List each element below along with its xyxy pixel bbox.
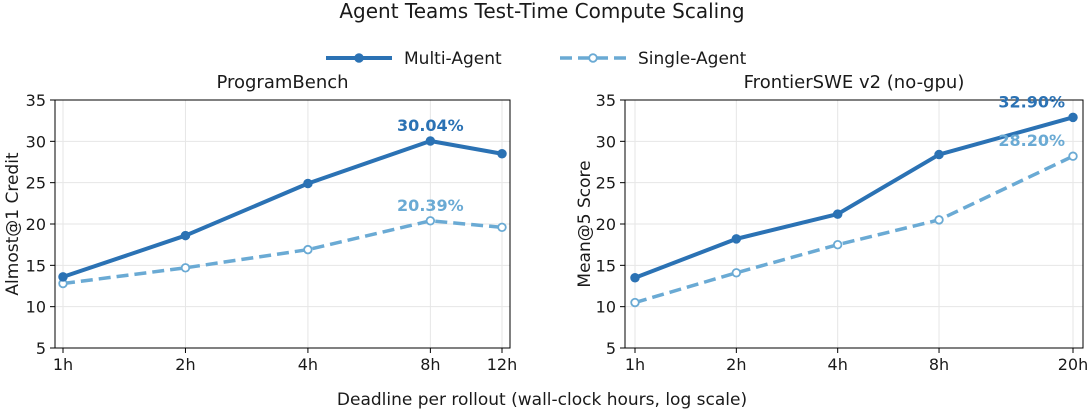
y-tick-label: 15 [596, 256, 616, 275]
series-line-single-agent [62, 219, 503, 286]
y-tick-label: 35 [26, 91, 46, 110]
data-point-multi-agent [832, 209, 843, 219]
x-tick-label: 1h [53, 355, 73, 374]
y-tick-label: 30 [26, 132, 46, 151]
panel-title: ProgramBench [216, 72, 348, 93]
data-point-multi-agent [497, 148, 507, 159]
y-axis-label: Almost@1 Credit [3, 152, 23, 296]
data-point-multi-agent [425, 136, 436, 146]
panel-title: FrontierSWE v2 (no-gpu) [744, 72, 965, 93]
data-point-multi-agent [1068, 112, 1078, 123]
figure-title: Agent Teams Test-Time Compute Scaling [339, 0, 744, 23]
y-tick-label: 20 [596, 215, 616, 234]
x-tick-label: 2h [175, 355, 195, 374]
legend: Multi-Agent Single-Agent [326, 49, 747, 69]
x-tick-label: 20h [1058, 355, 1089, 374]
y-axis-label: Mean@5 Score [575, 160, 595, 287]
data-point-multi-agent [58, 272, 68, 282]
plot-frame [624, 99, 1084, 349]
legend-label-multi-agent: Multi-Agent [404, 49, 502, 69]
plot-frame [54, 99, 511, 349]
data-point-single-agent [934, 215, 944, 225]
data-point-multi-agent [303, 178, 313, 189]
legend-marker-single-agent [588, 53, 598, 63]
data-point-single-agent [497, 222, 507, 233]
legend-marker-multi-agent [354, 53, 364, 63]
data-point-multi-agent [731, 234, 742, 244]
panel-programbench: 5 10 15 20 25 30 35 1h 2h 4h 8h 12h ProgramBench Almo… [3, 72, 517, 374]
data-point-single-agent [832, 239, 843, 250]
x-tick-label: 4h [828, 355, 848, 374]
data-point-single-agent [180, 263, 191, 273]
y-tick-label: 30 [596, 132, 616, 151]
x-tick-label: 12h [487, 355, 518, 374]
data-point-single-agent [630, 297, 640, 308]
x-tick-label: 2h [726, 355, 746, 374]
data-point-single-agent [731, 268, 742, 278]
data-label: 20.39% [397, 196, 464, 215]
y-tick-label: 10 [26, 298, 46, 317]
y-tick-label: 25 [26, 174, 46, 193]
data-point-multi-agent [934, 149, 944, 160]
y-tick-label: 25 [596, 174, 616, 193]
y-tick-label: 35 [596, 91, 616, 110]
shared-x-axis-label: Deadline per rollout (wall-clock hours, … [337, 390, 747, 410]
x-tick-label: 1h [625, 355, 645, 374]
data-label: 28.20% [998, 131, 1065, 150]
y-tick-label: 20 [26, 215, 46, 234]
data-label: 30.04% [397, 116, 464, 135]
panel-frontierswe: 5 10 15 20 25 30 35 1h 2h 4h 8h 20h FrontierSWE v2 (… [575, 72, 1088, 374]
legend-label-single-agent: Single-Agent [638, 49, 747, 69]
series-line-single-agent [634, 154, 1074, 305]
y-tick-label: 10 [596, 298, 616, 317]
x-tick-label: 4h [298, 355, 318, 374]
data-point-single-agent [425, 216, 436, 226]
x-tick-label: 8h [420, 355, 440, 374]
y-tick-label: 5 [36, 339, 46, 358]
x-tick-label: 8h [929, 355, 949, 374]
data-point-single-agent [303, 244, 313, 255]
y-tick-label: 15 [26, 256, 46, 275]
data-label: 32.90% [998, 92, 1065, 111]
data-point-single-agent [1068, 151, 1078, 161]
data-point-multi-agent [630, 272, 640, 283]
y-tick-label: 5 [606, 339, 616, 358]
data-point-multi-agent [180, 230, 191, 241]
